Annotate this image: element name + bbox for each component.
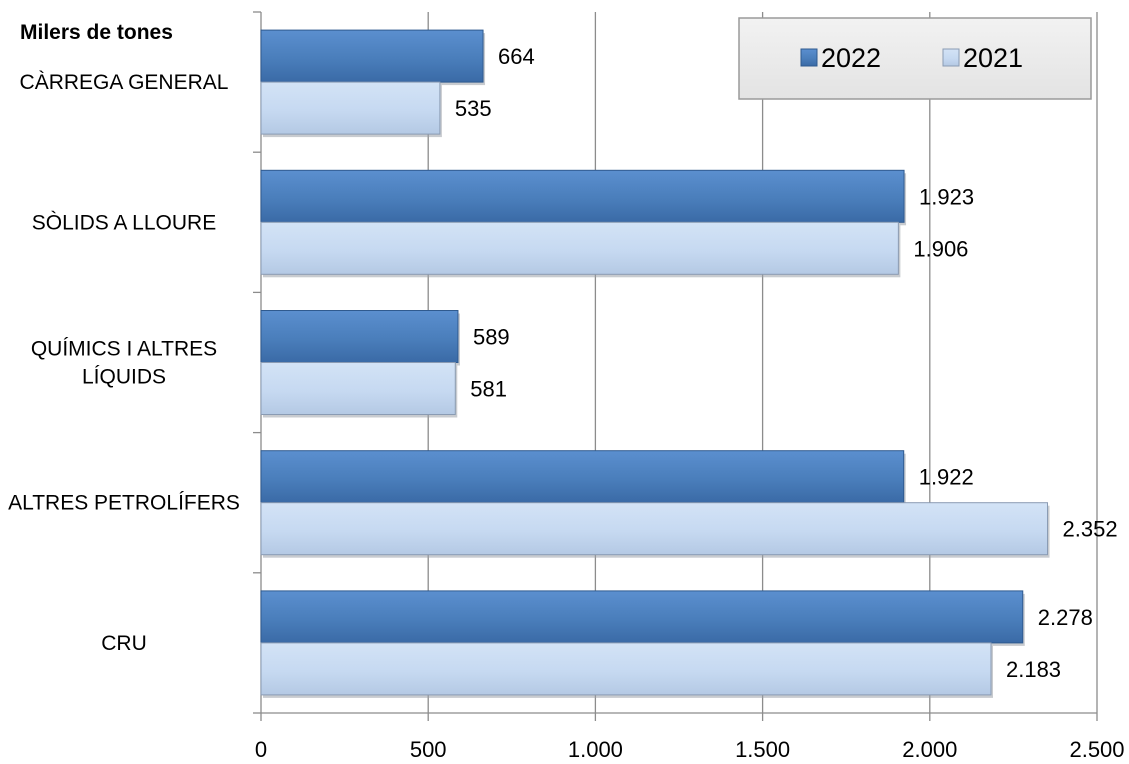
bar-2022-0 (260, 29, 484, 83)
data-label-2021-3: 2.352 (1063, 517, 1118, 542)
data-label-2021-4: 2.183 (1006, 657, 1061, 682)
x-tick-label: 2.000 (902, 737, 957, 762)
data-label-2021-2: 581 (470, 377, 507, 402)
bar-2021-3 (260, 502, 1049, 556)
category-label: SÒLIDS A LLOURE (32, 211, 216, 234)
x-tick-label: 1.500 (735, 737, 790, 762)
category-label: QUÍMICS I ALTRES (31, 338, 217, 361)
bar-2022-4 (260, 590, 1024, 644)
category-label: LÍQUIDS (82, 366, 166, 389)
data-label-2021-0: 535 (455, 96, 492, 121)
data-label-2021-1: 1.906 (913, 236, 968, 261)
data-label-2022-0: 664 (498, 44, 535, 69)
data-label-2022-4: 2.278 (1038, 605, 1093, 630)
legend: 2022 2021 (738, 17, 1092, 100)
bar-2021-4 (260, 642, 992, 696)
category-label: CÀRREGA GENERAL (20, 71, 229, 94)
x-tick-label: 2.500 (1069, 737, 1124, 762)
bar-2022-1 (260, 169, 905, 223)
legend-label-2021: 2021 (963, 43, 1023, 73)
x-tick-label: 500 (410, 737, 447, 762)
category-label: CRU (101, 632, 147, 655)
bar-2021-2 (260, 362, 456, 415)
bar-2021-0 (260, 81, 441, 135)
category-labels: CÀRREGA GENERAL SÒLIDS A LLOURE QUÍMICS I … (8, 71, 240, 655)
legend-swatch-2021 (942, 48, 960, 67)
bar-2021-1 (260, 221, 899, 275)
data-labels: 664 535 1.923 1.906 589 581 1.922 2.352 2.278 2.1… (455, 44, 1118, 682)
legend-label-2022: 2022 (821, 43, 881, 73)
unit-label: Milers de tones (20, 21, 173, 44)
data-label-2022-3: 1.922 (919, 465, 974, 490)
legend-swatch-2022 (800, 48, 818, 67)
legend-frame (738, 17, 1092, 100)
x-tick-label: 0 (255, 737, 267, 762)
bar-2022-3 (260, 450, 905, 504)
bars (260, 29, 1050, 698)
data-label-2022-2: 589 (473, 325, 510, 350)
x-tick-label: 1.000 (568, 737, 623, 762)
bar-2022-2 (260, 310, 459, 363)
data-label-2022-1: 1.923 (919, 184, 974, 209)
category-label: ALTRES PETROLÍFERS (8, 492, 240, 515)
